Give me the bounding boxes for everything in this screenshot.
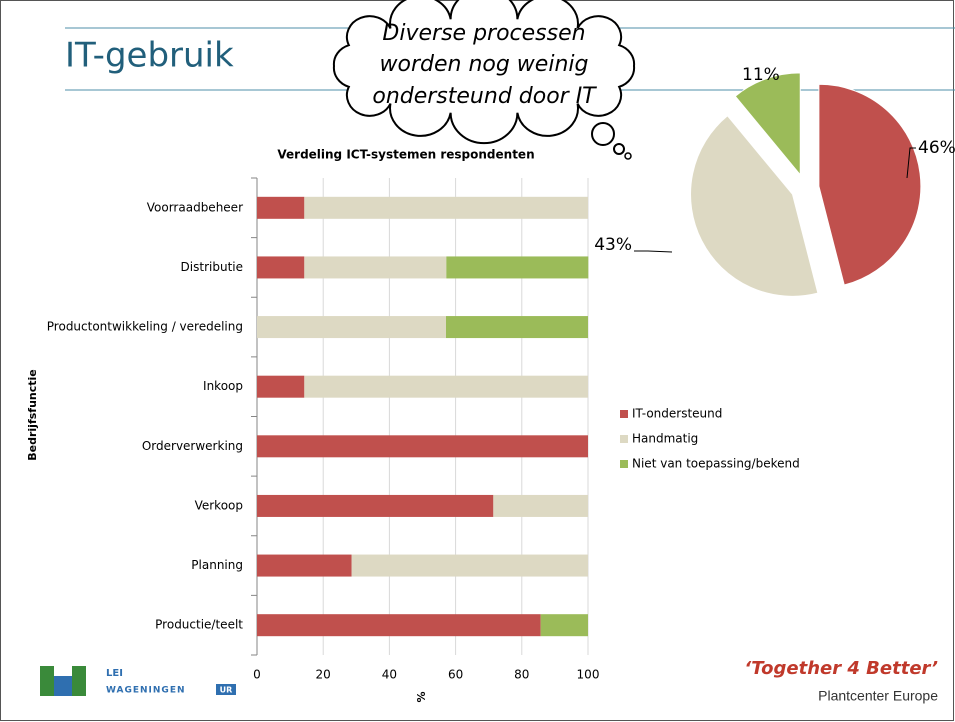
y-tick-label: Voorraadbeheer	[147, 200, 243, 214]
bar-segment	[257, 494, 494, 517]
pie-label: 43%	[594, 235, 632, 255]
bar-segment	[257, 435, 588, 458]
logo-shape	[72, 666, 86, 696]
bar-segment	[446, 316, 588, 339]
pie-slice	[734, 72, 801, 177]
legend-label: Handmatig	[632, 432, 698, 446]
bar-segment	[257, 316, 447, 339]
y-tick-label: Orderverwerking	[142, 439, 243, 453]
legend-label: Niet van toepassing/bekend	[632, 457, 800, 471]
y-tick-label: Inkoop	[203, 379, 243, 393]
logo-name: LEI	[106, 668, 123, 679]
logo-suffix: UR	[220, 686, 233, 695]
x-axis-label: %	[415, 691, 428, 702]
y-tick-label: Distributie	[181, 260, 243, 274]
bar-segment	[257, 554, 352, 577]
logo-box	[216, 684, 236, 695]
leader-line	[906, 147, 916, 179]
legend-swatch	[620, 435, 628, 443]
x-tick-label: 20	[316, 668, 331, 682]
bar-segment	[446, 256, 589, 279]
pie-slice	[690, 115, 819, 297]
bar-segment	[304, 196, 588, 219]
bar-segment	[304, 375, 588, 398]
bar-segment	[257, 375, 305, 398]
footer: Plantcenter Europe	[818, 688, 938, 704]
bar-segment	[540, 614, 588, 637]
y-tick-label: Productontwikkeling / veredeling	[47, 320, 243, 334]
y-tick-label: Planning	[191, 558, 243, 572]
leader-line	[634, 250, 673, 253]
pie-label: 11%	[742, 65, 780, 85]
bar-segment	[304, 256, 447, 279]
x-tick-label: 40	[382, 668, 397, 682]
tagline: ‘Together 4 Better’	[744, 658, 938, 679]
x-tick-label: 80	[514, 668, 529, 682]
cloud-outline	[332, 0, 636, 145]
thought-bubble	[624, 152, 632, 160]
x-tick-label: 0	[253, 668, 261, 682]
legend-swatch	[620, 460, 628, 468]
legend-swatch	[620, 410, 628, 418]
logo: LEI WAGENINGEN UR	[40, 666, 236, 696]
callout-line: Diverse processen	[382, 21, 585, 46]
callout-line: worden nog weinig	[380, 52, 589, 77]
callout-cloud	[332, 0, 636, 145]
logo-org: WAGENINGEN	[106, 686, 186, 696]
thought-bubble	[591, 122, 615, 146]
bar-segment	[257, 256, 305, 279]
logo-shape	[40, 666, 54, 696]
legend-label: IT-ondersteund	[632, 407, 722, 421]
slide-title: IT-gebruik	[65, 36, 234, 76]
bar-segment	[493, 494, 588, 517]
pie-slice	[818, 83, 922, 286]
x-tick-label: 100	[577, 668, 600, 682]
logo-shape	[54, 676, 72, 696]
chart-title: Verdeling ICT-systemen respondenten	[277, 148, 534, 162]
y-axis-label: Bedrijfsfunctie	[26, 369, 39, 460]
bar-segment	[257, 196, 305, 219]
pie-label: 46%	[918, 138, 955, 158]
bar-segment	[257, 614, 541, 637]
y-tick-label: Productie/teelt	[155, 618, 243, 632]
thought-bubble	[613, 143, 625, 155]
bar-segment	[351, 554, 588, 577]
callout-line: ondersteund door IT	[372, 84, 597, 109]
x-tick-label: 60	[448, 668, 463, 682]
y-tick-label: Verkoop	[195, 498, 243, 512]
